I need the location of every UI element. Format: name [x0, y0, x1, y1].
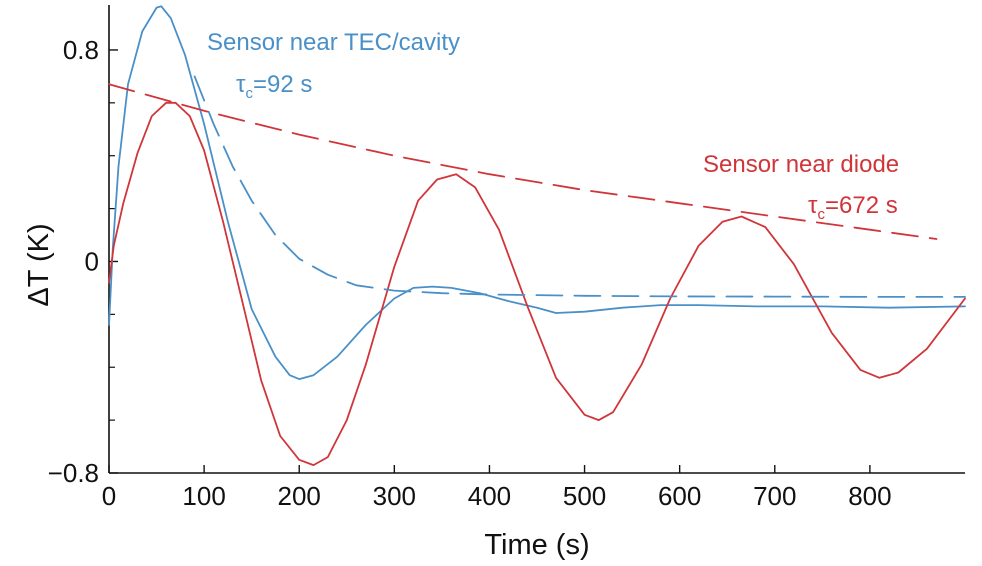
series-line-measured-blue [108, 5, 966, 380]
series-line-fit-red [108, 83, 938, 240]
x-tick-label: 400 [468, 481, 511, 511]
x-tick-label: 700 [753, 481, 796, 511]
y-tick-label: 0.8 [63, 35, 99, 65]
x-tick-label: 0 [102, 481, 116, 511]
annotation-3: τc=672 s [808, 192, 898, 223]
x-tick-label: 300 [373, 481, 416, 511]
y-tick-label: 0 [85, 246, 99, 276]
series-line-fit-blue [193, 75, 966, 298]
x-tick-label: 500 [563, 481, 606, 511]
annotation-1: τc=92 s [236, 71, 312, 102]
y-axis-label: ΔT (K) [23, 223, 55, 306]
plot-area: 0 100 200 300 400 500 600 700 800−0.800.8 Sensor… [48, 5, 966, 511]
x-tick-label: 200 [278, 481, 321, 511]
y-tick-label: −0.8 [48, 458, 99, 488]
annotation-0: Sensor near TEC/cavity [207, 29, 460, 56]
x-tick-label: 800 [848, 481, 891, 511]
series-layer [108, 5, 966, 466]
annotation-layer: Sensor near TEC/cavity τc=92 s Sensor near… [207, 29, 899, 223]
series-line-measured-red [108, 101, 966, 466]
axis-ticks: 0 100 200 300 400 500 600 700 800−0.800.8 [48, 35, 892, 511]
x-axis-label: Time (s) [484, 529, 589, 561]
annotation-2: Sensor near diode [703, 151, 899, 178]
x-tick-label: 100 [182, 481, 225, 511]
x-tick-label: 600 [658, 481, 701, 511]
